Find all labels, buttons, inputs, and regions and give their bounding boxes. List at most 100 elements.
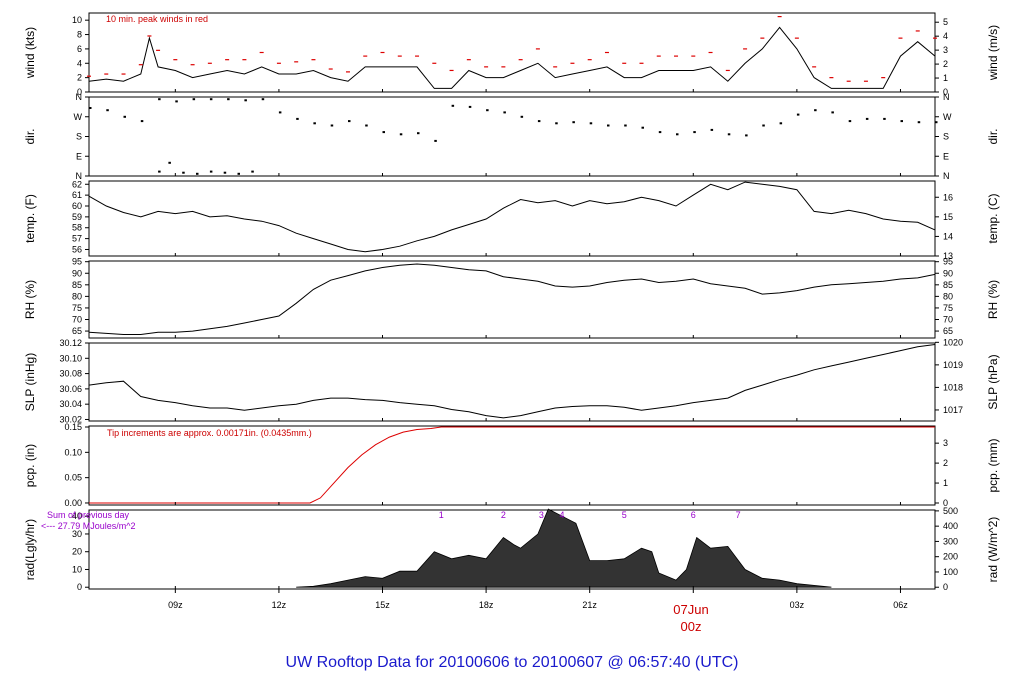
wind-right-tick-label: 1 — [943, 73, 948, 83]
rh-right-tick-label: 95 — [943, 257, 953, 267]
dir-point — [814, 109, 817, 112]
pcp-left-tick-label: 0.15 — [64, 422, 82, 432]
wind-left-tick-label: 6 — [77, 44, 82, 54]
dir-ylabel-right: dir. — [986, 128, 1000, 144]
dir-point — [417, 132, 420, 135]
dir-point — [158, 98, 161, 101]
temp-ylabel-right: temp. (C) — [986, 193, 1000, 243]
dir-point — [865, 117, 869, 120]
slp-left-tick-label: 30.06 — [59, 384, 82, 394]
wind-left-tick-label: 10 — [72, 15, 82, 25]
dir-point — [365, 124, 368, 127]
midnight-time-label: 00z — [681, 619, 702, 634]
dir-right-tick-label: N — [943, 92, 950, 102]
dir-point — [917, 121, 921, 124]
rad-left-tick-label: 0 — [77, 582, 82, 592]
rad-right-tick-label: 200 — [943, 552, 958, 562]
rad-left-tick-label: 40 — [72, 511, 82, 521]
rad-marker-3: 3 — [539, 510, 544, 520]
slp-frame — [88, 342, 936, 422]
temp-right-tick-label: 13 — [943, 251, 953, 261]
rad-ylabel-left: rad(Lgly/hr) — [23, 519, 37, 580]
dir-point — [106, 109, 109, 112]
rh-series-line — [88, 263, 936, 335]
dir-point — [693, 131, 696, 134]
dir-point — [313, 122, 316, 125]
rad-marker-1: 1 — [439, 510, 444, 520]
rad-marker-7: 7 — [736, 510, 741, 520]
wind-left-tick-label: 0 — [77, 87, 82, 97]
rad-right-tick-label: 500 — [943, 506, 958, 516]
temp-left-tick-label: 61 — [72, 190, 82, 200]
pcp-ylabel-left: pcp. (in) — [23, 444, 37, 487]
temp-left-tick-label: 62 — [72, 179, 82, 189]
rh-right-tick-label: 80 — [943, 291, 953, 301]
x-tick-label: 03z — [790, 600, 805, 610]
wind-right-tick-label: 3 — [943, 45, 948, 55]
temp-left-tick-label: 60 — [72, 201, 82, 211]
dir-point — [227, 98, 230, 101]
rad-left-tick-label: 10 — [72, 564, 82, 574]
dir-left-tick-label: N — [76, 171, 83, 181]
dir-point — [330, 124, 334, 127]
temp-left-tick-label: 57 — [72, 234, 82, 244]
dir-point — [537, 120, 541, 123]
temp-left-tick-label: 56 — [72, 244, 82, 254]
rad-right-tick-label: 0 — [943, 582, 948, 592]
dir-frame — [88, 96, 936, 177]
wind-right-tick-label: 5 — [943, 17, 948, 27]
rad-frame — [88, 509, 936, 590]
x-tick-label: 09z — [168, 600, 183, 610]
dir-point — [140, 120, 144, 123]
dir-point — [935, 121, 938, 124]
slp-right-tick-label: 1017 — [943, 405, 963, 415]
dir-right-tick-label: N — [943, 171, 950, 181]
dir-point — [451, 104, 455, 107]
slp-left-tick-label: 30.10 — [59, 353, 82, 363]
slp-series-line — [88, 344, 936, 419]
dir-point — [196, 172, 199, 175]
slp-right-tick-label: 1018 — [943, 382, 963, 392]
dir-point — [624, 124, 627, 127]
rh-left-tick-label: 95 — [72, 257, 82, 267]
dir-point — [831, 111, 834, 114]
dir-point — [158, 170, 161, 173]
dir-point — [251, 170, 254, 173]
slp-left-tick-label: 30.04 — [59, 399, 82, 409]
rad-right-tick-label: 400 — [943, 521, 958, 531]
rh-right-tick-label: 65 — [943, 326, 953, 336]
wind-left-tick-label: 2 — [77, 73, 82, 83]
rh-left-tick-label: 80 — [72, 291, 82, 301]
dir-point — [486, 109, 489, 112]
rad-marker-5: 5 — [622, 510, 627, 520]
rad-left-tick-label: 20 — [72, 547, 82, 557]
dir-point — [468, 105, 472, 108]
rh-frame — [88, 260, 936, 339]
dir-right-tick-label: S — [943, 132, 949, 142]
dir-point — [223, 171, 227, 174]
rh-left-tick-label: 75 — [72, 303, 82, 313]
dir-point — [762, 124, 765, 127]
dir-point — [434, 139, 437, 142]
x-axis: 09z 12z 15z 18z 21z 03z 06z — [168, 589, 908, 610]
dir-point — [399, 133, 403, 136]
wind-ylabel-right: wind (m/s) — [986, 25, 1000, 81]
rh-left-tick-label: 85 — [72, 280, 82, 290]
rad-note-line2: <--- 27.79 MJoules/m^2 — [41, 521, 136, 531]
temp-right-tick-label: 16 — [943, 192, 953, 202]
dir-point — [348, 120, 351, 123]
dir-point — [244, 99, 247, 102]
temp-frame — [88, 180, 936, 257]
temp-right-tick-label: 15 — [943, 212, 953, 222]
slp-left-tick-label: 30.08 — [59, 369, 82, 379]
wind-frame — [88, 12, 936, 93]
dir-point — [676, 133, 679, 136]
rh-left-tick-label: 90 — [72, 268, 82, 278]
wind-left-tick-label: 4 — [77, 58, 82, 68]
wind-right-tick-label: 4 — [943, 31, 948, 41]
x-tick-label: 21z — [582, 600, 597, 610]
dir-point — [779, 122, 783, 125]
dir-point — [555, 122, 558, 125]
